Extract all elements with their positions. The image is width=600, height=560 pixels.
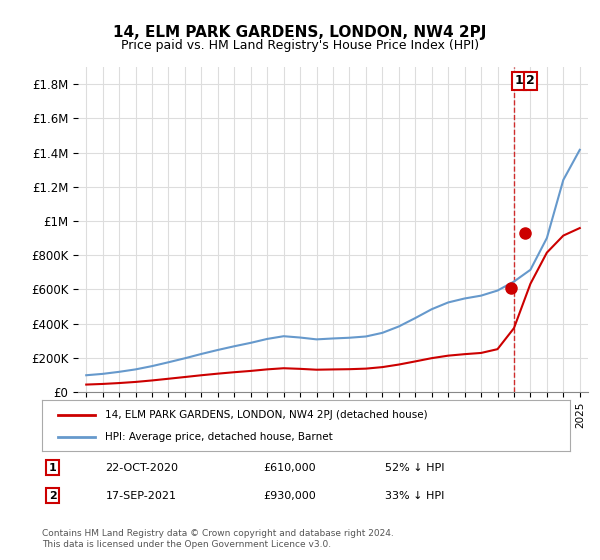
- Text: 14, ELM PARK GARDENS, LONDON, NW4 2PJ: 14, ELM PARK GARDENS, LONDON, NW4 2PJ: [113, 25, 487, 40]
- Text: 2: 2: [49, 491, 56, 501]
- Text: 1: 1: [49, 463, 56, 473]
- Text: 1: 1: [515, 74, 523, 87]
- Text: 22-OCT-2020: 22-OCT-2020: [106, 463, 178, 473]
- Text: £610,000: £610,000: [264, 463, 316, 473]
- Text: 52% ↓ HPI: 52% ↓ HPI: [385, 463, 445, 473]
- Text: £930,000: £930,000: [264, 491, 317, 501]
- Text: Price paid vs. HM Land Registry's House Price Index (HPI): Price paid vs. HM Land Registry's House …: [121, 39, 479, 52]
- Text: 33% ↓ HPI: 33% ↓ HPI: [385, 491, 445, 501]
- Text: HPI: Average price, detached house, Barnet: HPI: Average price, detached house, Barn…: [106, 432, 333, 442]
- Text: 17-SEP-2021: 17-SEP-2021: [106, 491, 176, 501]
- Text: 14, ELM PARK GARDENS, LONDON, NW4 2PJ (detached house): 14, ELM PARK GARDENS, LONDON, NW4 2PJ (d…: [106, 409, 428, 419]
- Text: 2: 2: [526, 74, 535, 87]
- Text: Contains HM Land Registry data © Crown copyright and database right 2024.
This d: Contains HM Land Registry data © Crown c…: [42, 529, 394, 549]
